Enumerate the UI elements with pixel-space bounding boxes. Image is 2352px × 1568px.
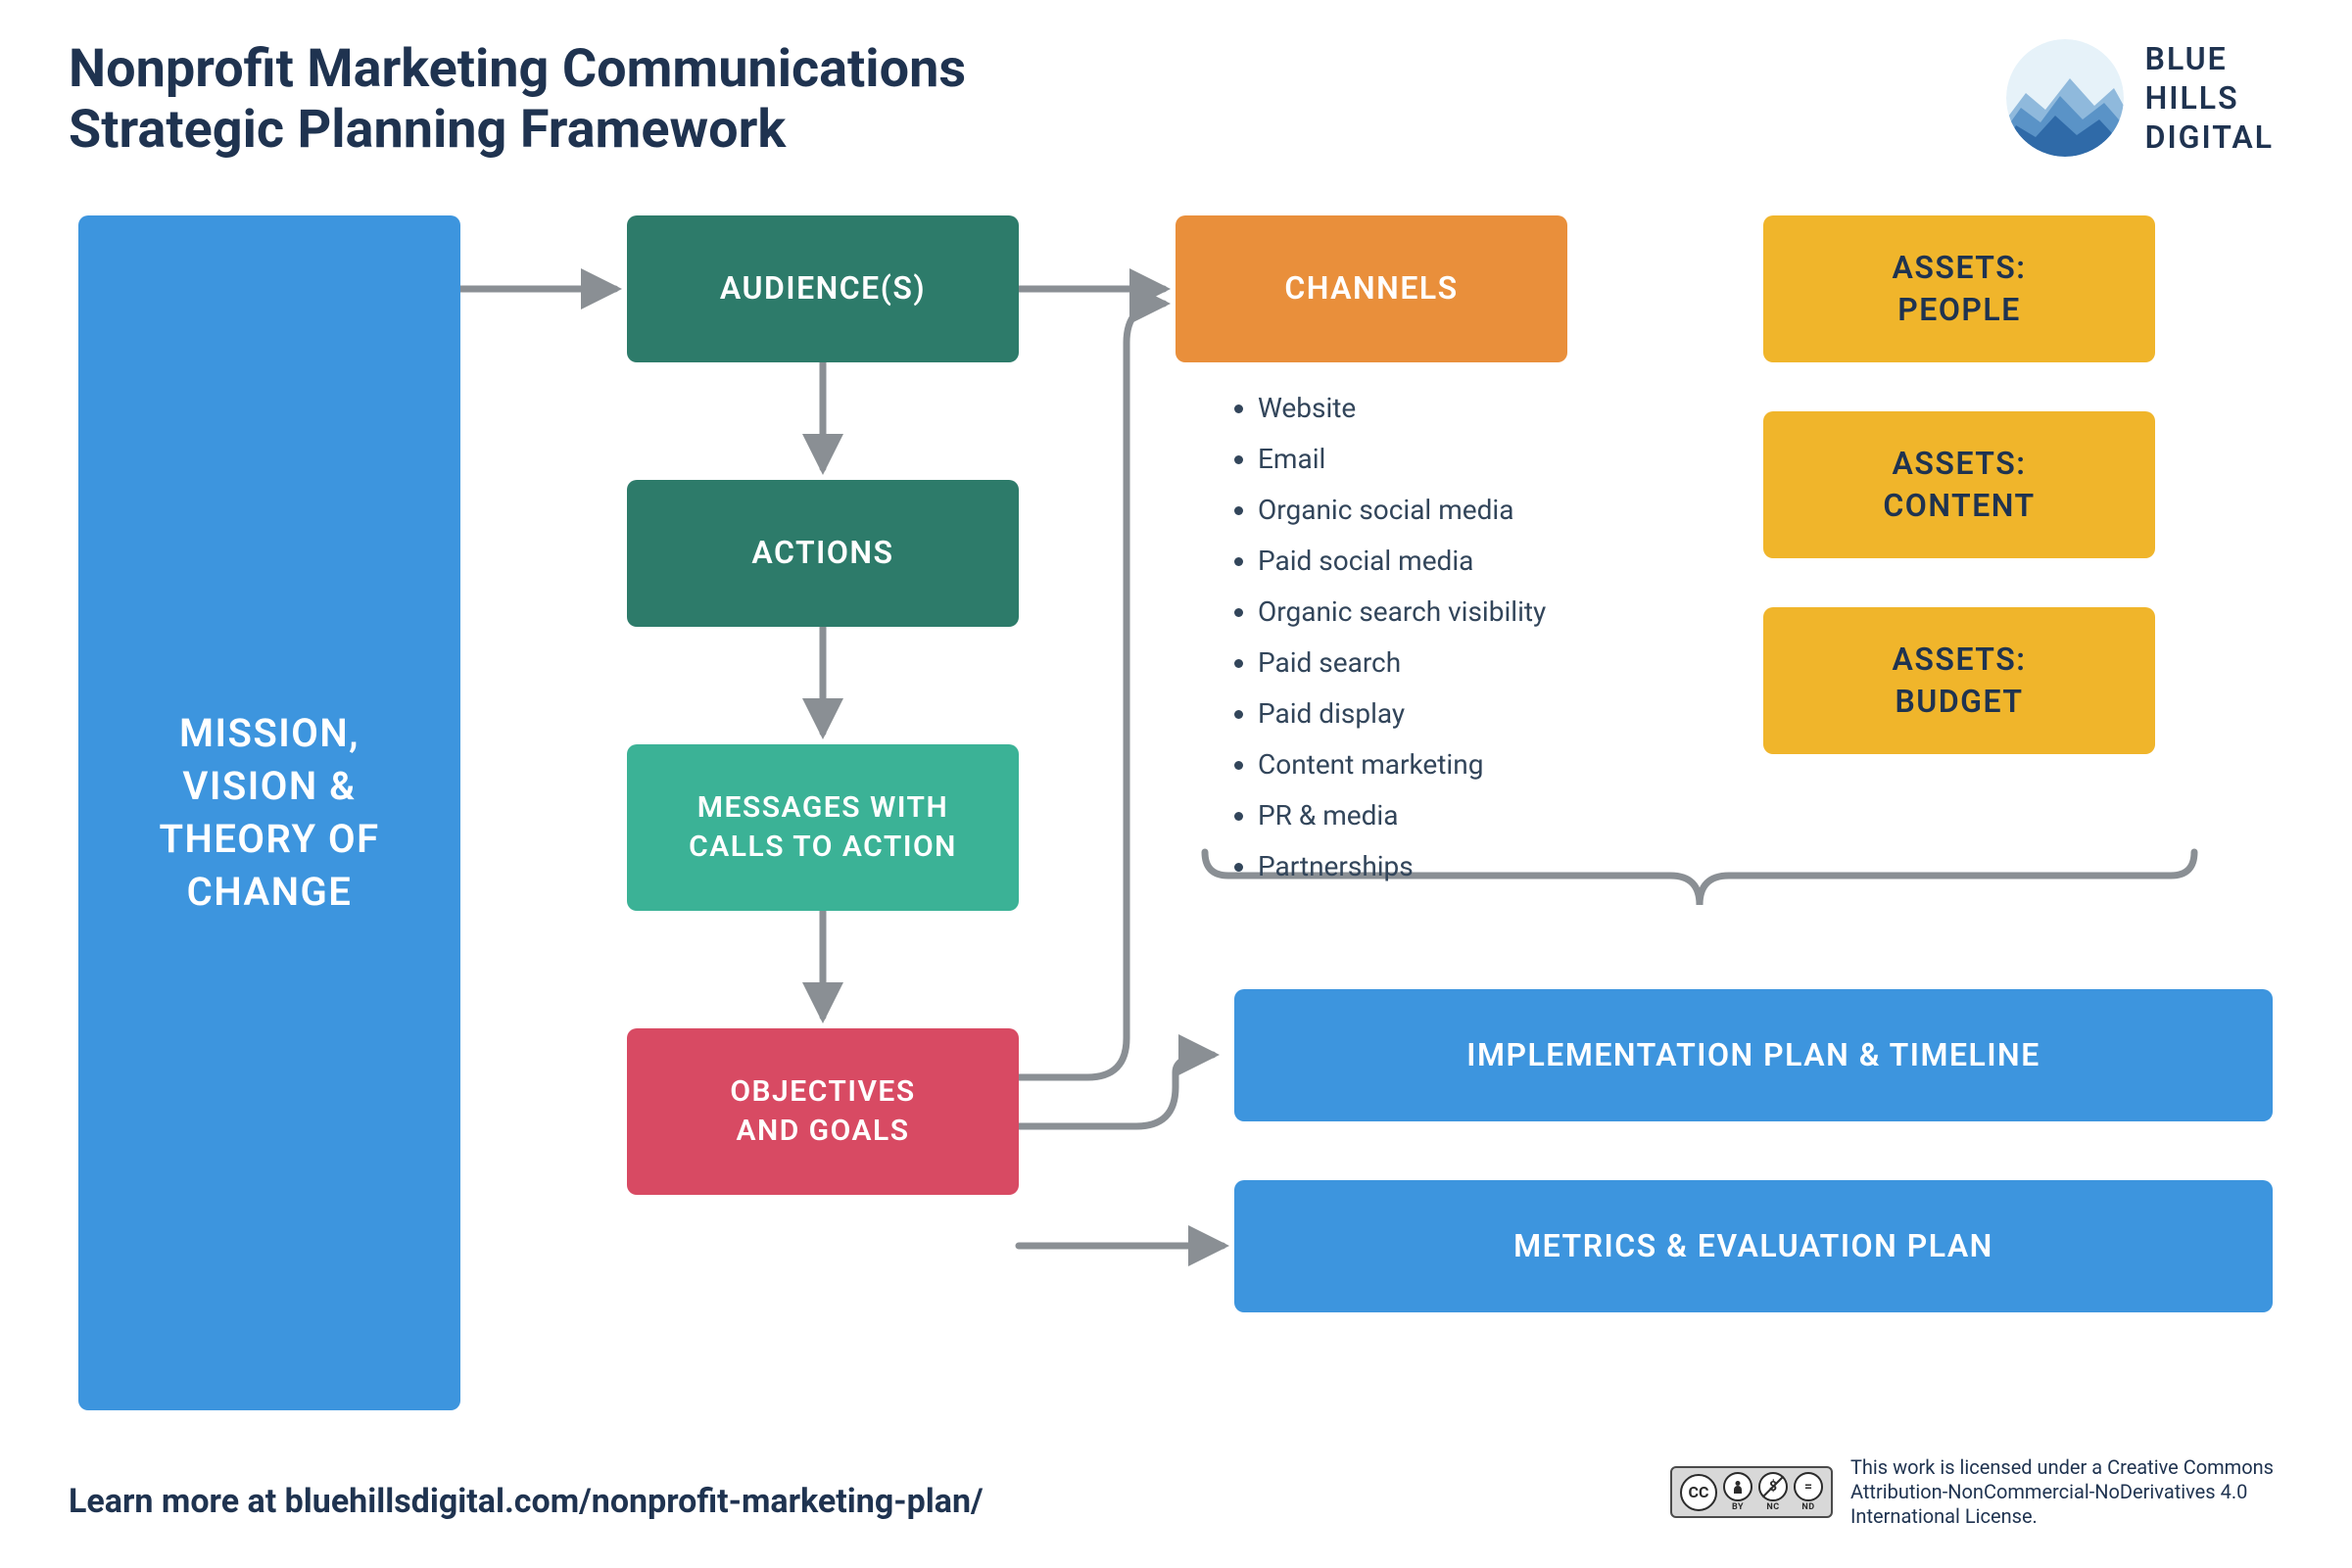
channel-item: Website [1258,387,1546,430]
channel-item: Organic search visibility [1258,591,1546,634]
channel-item: PR & media [1258,794,1546,837]
title-line-2: Strategic Planning Framework [69,99,786,161]
arrow-objectives-channels [1019,304,1164,1077]
arrow-objectives-impl [1019,1055,1213,1126]
channel-item: Content marketing [1258,743,1546,786]
box-objectives: OBJECTIVES AND GOALS [627,1028,1019,1195]
license-text: This work is licensed under a Creative C… [1850,1455,2274,1529]
box-metrics: METRICS & EVALUATION PLAN [1234,1180,2273,1312]
channels-list: Website Email Organic social media Paid soc… [1224,387,1546,896]
license-block: CC BY $ NC = ND This work is licensed un… [1670,1455,2274,1529]
brand-logo-text: BLUE HILLS DIGITAL [2145,39,2274,157]
channel-item: Paid display [1258,692,1546,736]
cc-badge-icon: CC BY $ NC = ND [1670,1466,1833,1518]
box-messages: MESSAGES WITH CALLS TO ACTION [627,744,1019,911]
page-title: Nonprofit Marketing Communications Strat… [69,39,966,161]
channel-item: Paid search [1258,641,1546,685]
hills-icon [2006,39,2124,157]
box-channels: CHANNELS [1176,215,1567,362]
box-assets_content: ASSETS: CONTENT [1763,411,2155,558]
channel-item: Partnerships [1258,845,1546,888]
box-assets_budget: ASSETS: BUDGET [1763,607,2155,754]
box-actions: ACTIONS [627,480,1019,627]
title-line-1: Nonprofit Marketing Communications [69,38,966,100]
box-assets_people: ASSETS: PEOPLE [1763,215,2155,362]
learn-more-text: Learn more at bluehillsdigital.com/nonpr… [69,1482,984,1521]
box-mission: MISSION, VISION & THEORY OF CHANGE [78,215,460,1410]
brand-logo: BLUE HILLS DIGITAL [2006,39,2274,157]
channel-item: Paid social media [1258,540,1546,583]
brand-logo-mark [2006,39,2124,157]
channel-item: Organic social media [1258,489,1546,532]
box-audience: AUDIENCE(S) [627,215,1019,362]
diagram-canvas: Nonprofit Marketing Communications Strat… [0,0,2352,1568]
channel-item: Email [1258,438,1546,481]
box-impl: IMPLEMENTATION PLAN & TIMELINE [1234,989,2273,1121]
